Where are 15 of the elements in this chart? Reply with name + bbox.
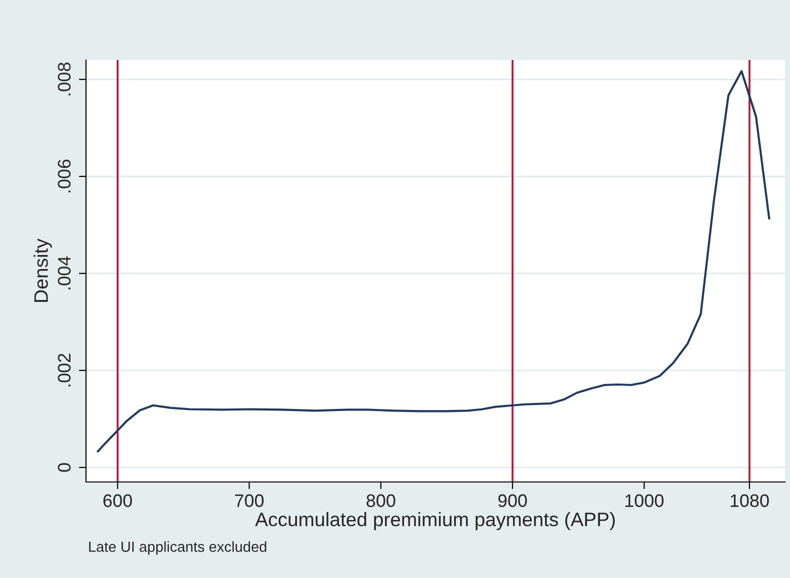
- x-tick-label: 800: [366, 494, 396, 508]
- x-tick-label: 900: [498, 494, 527, 508]
- text: Late UI applicants excluded: [89, 541, 266, 555]
- y-tick-label: 0: [58, 463, 71, 472]
- x-tick-label: 1000: [625, 494, 664, 508]
- y-tick-label: .006: [58, 160, 71, 192]
- x-axis-title: Accumulated premimium payments (APP): [255, 512, 615, 530]
- y-tick-label: .008: [58, 62, 71, 96]
- y-tick-label: .004: [58, 256, 71, 290]
- x-tick-label: 600: [103, 494, 132, 508]
- y-tick-label: .002: [58, 354, 71, 386]
- x-tick-label: 1080: [730, 494, 769, 508]
- y-axis-title: Density: [34, 238, 52, 302]
- line-series: [96, 70, 770, 452]
- x-tick-label: 700: [235, 494, 264, 508]
